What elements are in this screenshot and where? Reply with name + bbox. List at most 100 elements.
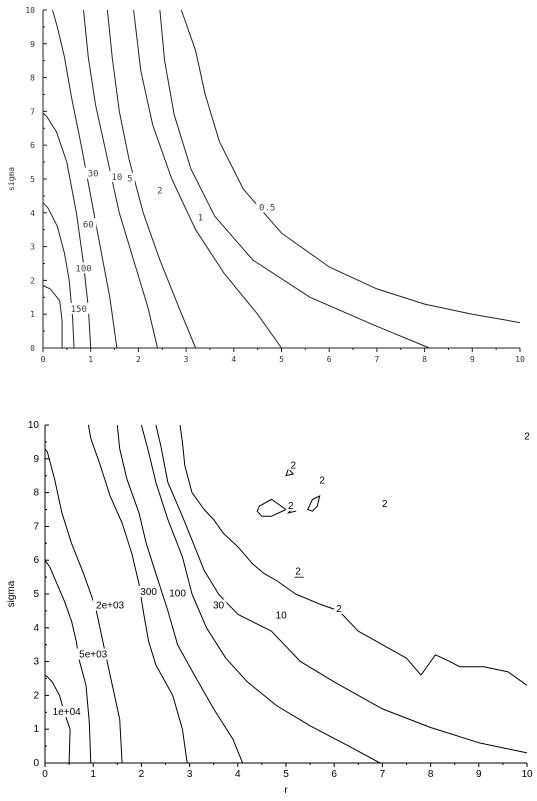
contour-label: 2 — [290, 460, 296, 471]
y-tick-label: 6 — [30, 141, 35, 150]
contour-label: 2 — [157, 187, 162, 197]
x-tick-label: 1 — [90, 769, 96, 780]
contour-label: 5 — [127, 175, 132, 185]
contour-label-bg — [67, 302, 90, 314]
y-tick-label: 0 — [33, 758, 39, 769]
contour-line — [44, 559, 92, 764]
contour-label: 2 — [288, 501, 294, 512]
contour-label-bg — [80, 218, 97, 230]
contour-label-bg — [108, 171, 125, 182]
y-axis-title: sigma — [7, 167, 16, 191]
x-tick-label: 7 — [374, 355, 379, 364]
contour-label: 5e+03 — [79, 650, 108, 661]
contour-label-bg — [210, 599, 227, 611]
contour-line — [106, 9, 197, 349]
contour-line — [179, 424, 528, 686]
contour-label: 10 — [276, 611, 288, 622]
contour-label: 30 — [213, 601, 225, 612]
x-tick-label: 0 — [42, 769, 48, 780]
contour-label: 2 — [319, 475, 325, 486]
x-tick-label: 6 — [331, 769, 337, 780]
y-tick-label: 10 — [25, 6, 35, 15]
x-tick-label: 5 — [283, 769, 289, 780]
x-axis-title: r — [284, 785, 288, 796]
y-tick-label: 7 — [33, 521, 39, 532]
contour-label-bg — [195, 211, 206, 223]
contour-label-bg — [85, 167, 102, 179]
x-tick-label: 5 — [279, 355, 284, 364]
contour-label-bg — [256, 201, 279, 213]
contour-label-bg — [72, 262, 95, 274]
contour-line — [155, 424, 528, 754]
contour-label-bg — [334, 602, 345, 614]
x-tick-label: 8 — [428, 769, 434, 780]
contour-label-bg — [154, 184, 165, 196]
x-tick-label: 7 — [380, 769, 386, 780]
contour-label: 100 — [169, 589, 186, 600]
y-tick-label: 5 — [30, 175, 35, 184]
y-tick-label: 7 — [30, 107, 35, 116]
contour-label: 0.5 — [259, 203, 275, 213]
contour-line — [52, 9, 118, 349]
contour-label-bg — [93, 599, 128, 611]
contour-line — [87, 424, 188, 764]
x-tick-label: 6 — [327, 355, 332, 364]
contour-island — [307, 495, 321, 512]
contour-label: 100 — [75, 264, 91, 274]
contour-line — [83, 9, 158, 349]
x-tick-label: 3 — [184, 355, 189, 364]
y-tick-label: 0 — [30, 344, 35, 353]
y-tick-label: 8 — [33, 488, 39, 499]
contour-label: 60 — [83, 220, 94, 230]
y-axis-title: sigma — [6, 580, 17, 607]
contour-label-bg — [124, 172, 135, 184]
contour-label: 2 — [524, 432, 530, 443]
contour-island — [256, 498, 287, 517]
y-tick-label: 8 — [30, 74, 35, 83]
contour-label: 2 — [382, 499, 388, 510]
contour-island — [285, 467, 295, 477]
x-tick-label: 8 — [422, 355, 427, 364]
contour-label-bg — [137, 586, 160, 597]
contour-label: 1e+04 — [53, 707, 82, 718]
y-tick-label: 4 — [33, 623, 39, 634]
contour-line — [42, 202, 75, 349]
x-tick-label: 0 — [41, 355, 46, 364]
x-tick-label: 4 — [231, 355, 236, 364]
x-tick-label: 10 — [521, 769, 533, 780]
contour-line — [42, 285, 63, 348]
contour-label: 10 — [112, 173, 123, 183]
contour-label: 2 — [336, 604, 342, 615]
y-tick-label: 9 — [30, 40, 35, 49]
contour-label: 300 — [140, 587, 157, 598]
contour-label-bg — [293, 565, 304, 577]
y-tick-label: 9 — [33, 454, 39, 465]
x-tick-label: 9 — [476, 769, 482, 780]
x-tick-label: 2 — [136, 355, 141, 364]
contour-line — [44, 674, 71, 764]
contour-label-bg — [76, 648, 111, 660]
x-tick-label: 4 — [235, 769, 241, 780]
contour-label-bg — [288, 459, 299, 471]
contour-label-bg — [522, 430, 532, 442]
contour-label-bg — [317, 474, 328, 486]
y-tick-label: 2 — [30, 276, 35, 285]
contour-line — [116, 424, 244, 764]
contour-label-bg — [379, 498, 390, 510]
contour-label-bg — [166, 587, 189, 599]
y-tick-label: 1 — [33, 724, 39, 735]
y-tick-label: 4 — [30, 209, 35, 218]
contour-label-bg — [273, 609, 290, 621]
contour-line — [42, 112, 92, 349]
x-tick-label: 10 — [515, 355, 525, 364]
contour-label: 2 — [295, 567, 301, 578]
y-tick-label: 5 — [33, 589, 39, 600]
y-tick-label: 3 — [33, 657, 39, 668]
contour-label: 30 — [88, 170, 99, 180]
contour-line — [140, 424, 381, 764]
y-tick-label: 1 — [30, 310, 35, 319]
contour-line — [44, 448, 123, 764]
